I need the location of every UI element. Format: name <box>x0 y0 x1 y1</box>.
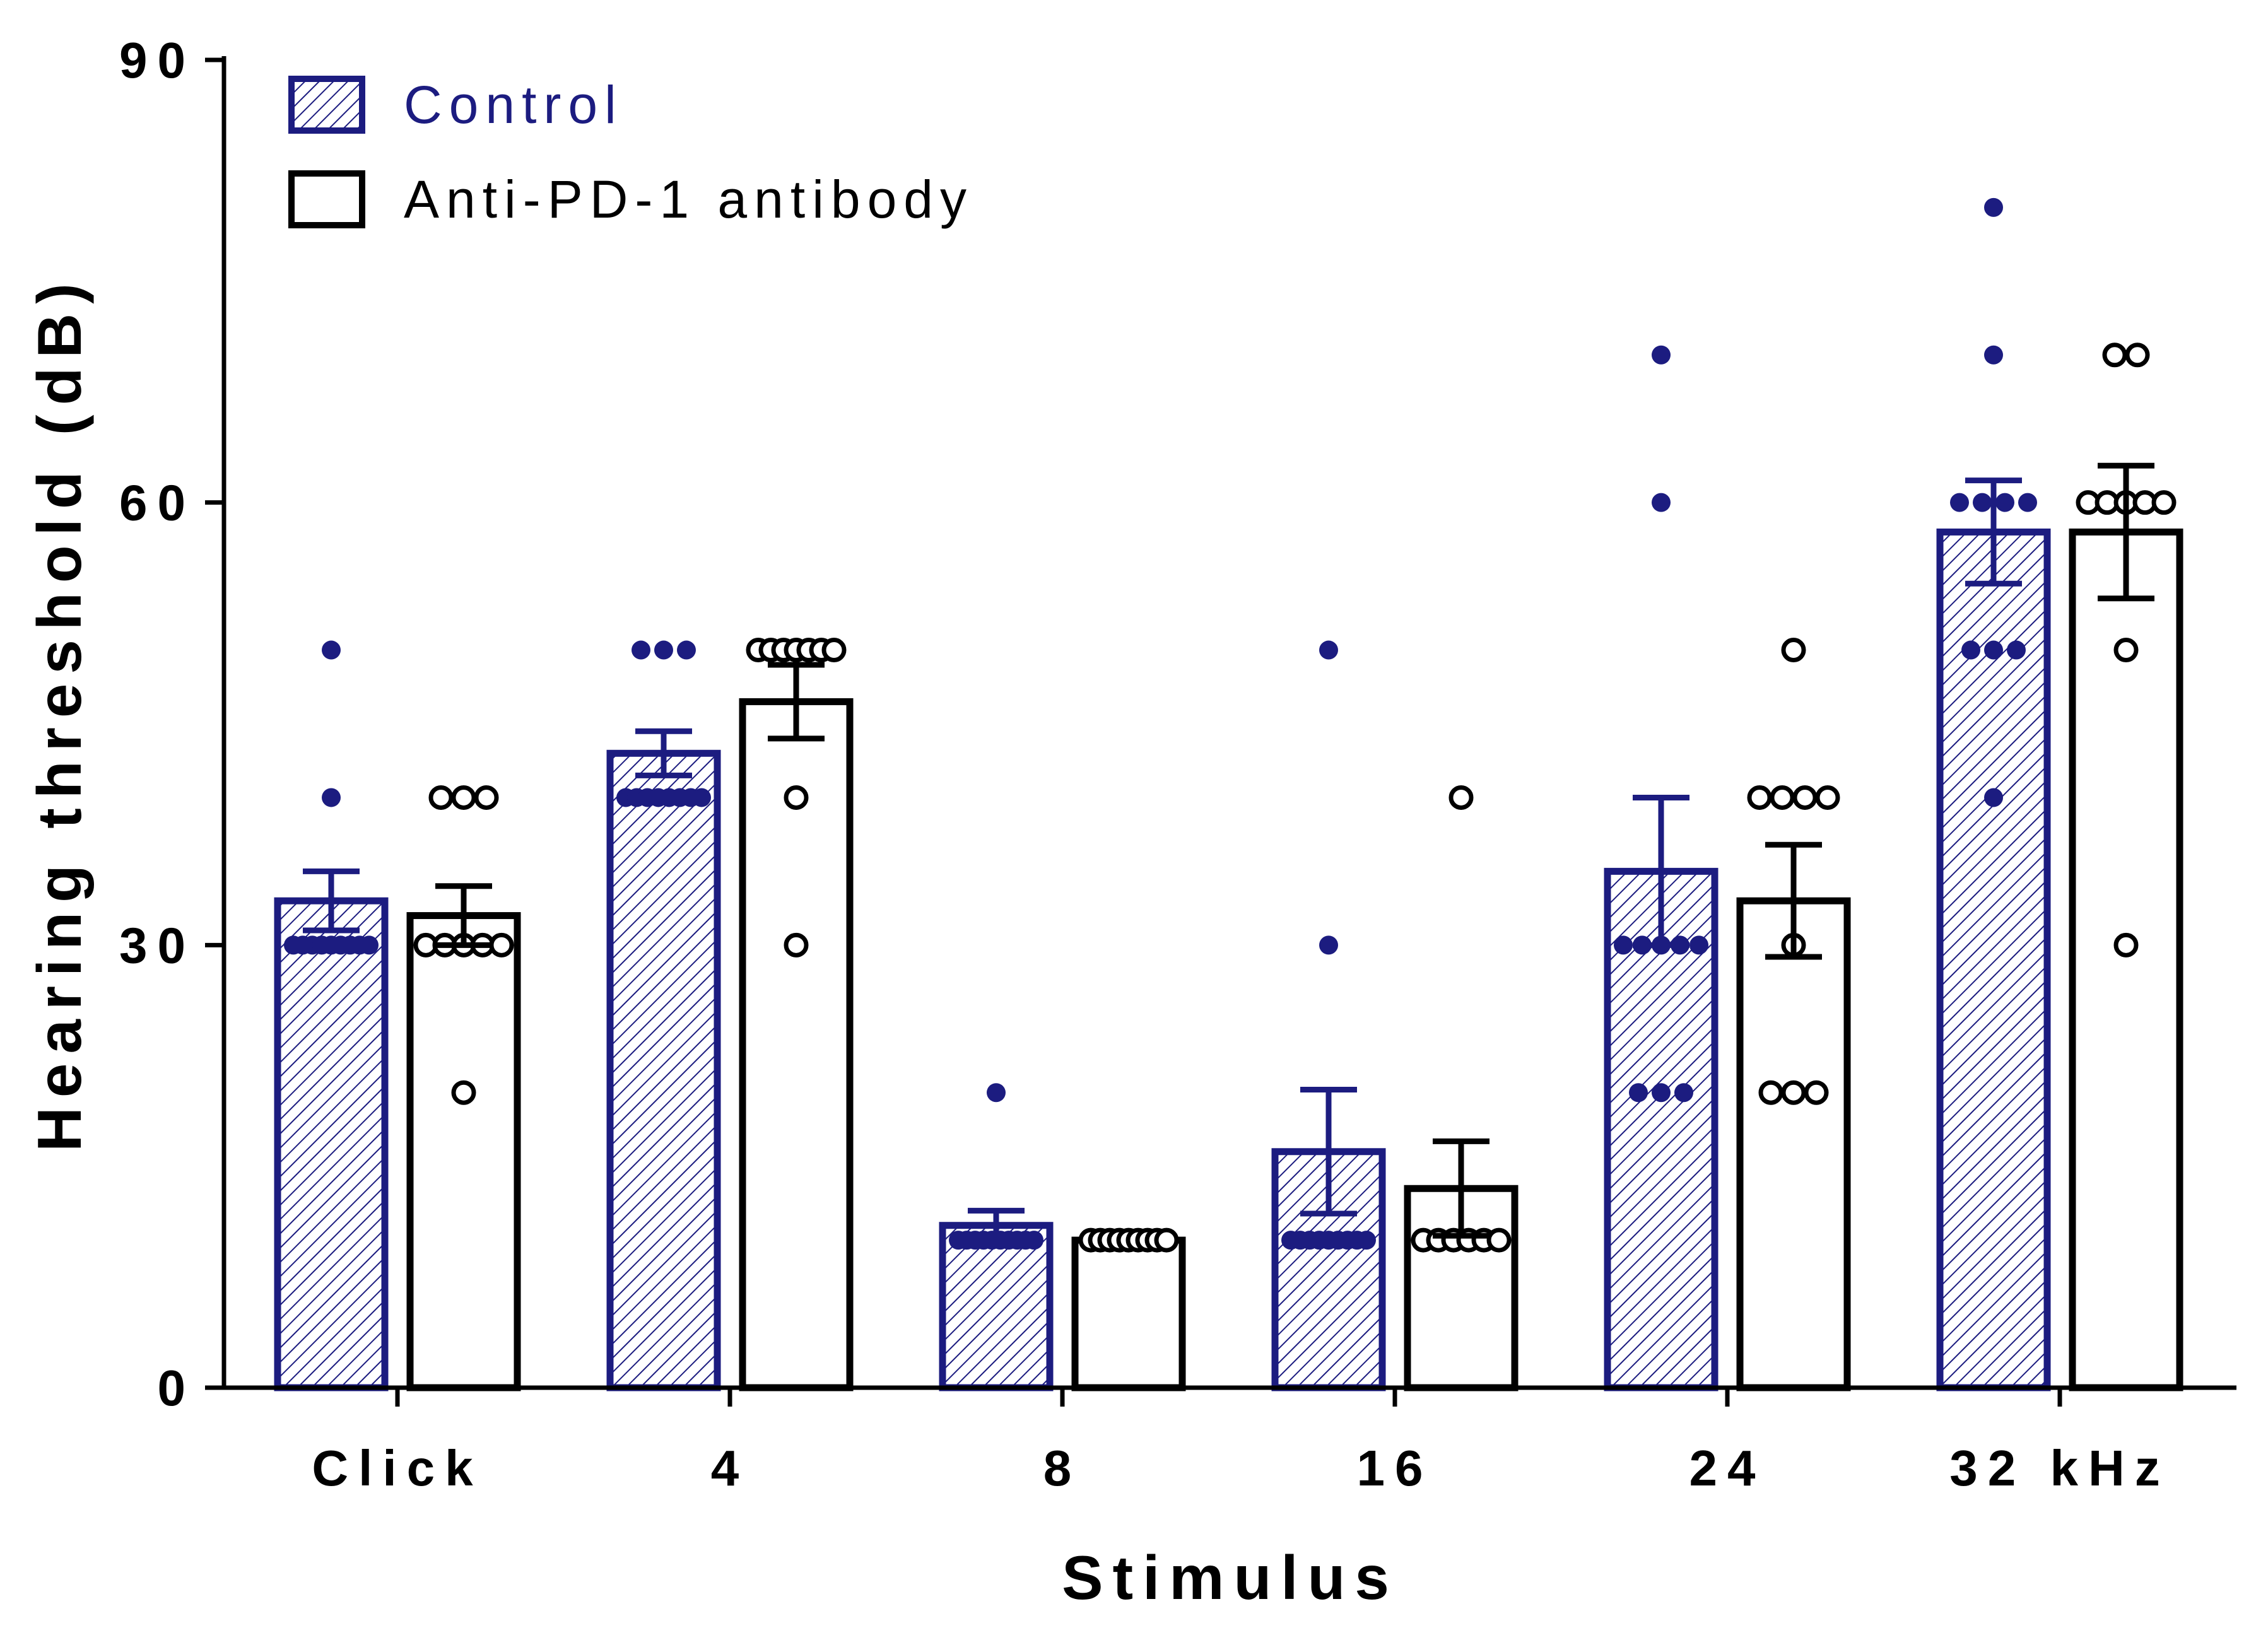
x-tick-label: 16 <box>1357 1440 1433 1496</box>
bar <box>606 749 721 1391</box>
legend-label: Control <box>404 75 623 134</box>
data-point <box>677 640 696 660</box>
data-point <box>1357 1231 1376 1250</box>
data-point <box>1961 640 1980 660</box>
data-point <box>1154 1227 1179 1253</box>
data-point <box>2102 343 2127 368</box>
data-point <box>987 1083 1006 1103</box>
data-point <box>2151 490 2177 515</box>
data-point <box>1984 788 2003 807</box>
data-point <box>489 932 514 957</box>
data-point <box>1747 785 1772 810</box>
data-point <box>2007 640 2026 660</box>
y-tick-label: 60 <box>119 475 196 531</box>
data-point <box>1995 493 2014 512</box>
x-tick-label: 32 kHz <box>1949 1440 2170 1496</box>
bar <box>1936 528 2051 1391</box>
data-point <box>1689 935 1708 955</box>
data-point <box>1781 1080 1806 1105</box>
data-point <box>1781 638 1806 663</box>
bar <box>1604 867 1719 1391</box>
data-point <box>360 935 379 955</box>
data-point <box>1652 493 1671 512</box>
data-point <box>2125 343 2150 368</box>
y-tick-label: 90 <box>119 32 196 88</box>
bar <box>274 897 389 1391</box>
y-tick-label: 30 <box>119 917 196 973</box>
data-point <box>2113 932 2139 957</box>
data-point <box>2113 638 2139 663</box>
data-point <box>322 788 341 807</box>
legend-swatch <box>288 170 365 228</box>
data-point <box>1652 1083 1671 1103</box>
y-axis-title: Hearing threshold (dB) <box>25 274 94 1152</box>
legend-label: Anti-PD-1 antibody <box>404 170 973 229</box>
data-point <box>1652 345 1671 365</box>
data-point <box>451 785 476 810</box>
x-tick-label: 24 <box>1689 1440 1766 1496</box>
data-point <box>821 638 847 663</box>
data-point <box>451 1080 476 1105</box>
data-point <box>784 932 809 957</box>
data-point <box>2018 493 2037 512</box>
data-points-layer <box>284 197 2177 1253</box>
bar <box>406 912 521 1391</box>
data-point <box>1950 493 1969 512</box>
legend-swatch <box>288 76 365 134</box>
data-point <box>1629 1083 1648 1103</box>
bar <box>739 698 854 1391</box>
data-point <box>632 640 650 660</box>
error-bars-layer <box>303 462 2154 1243</box>
data-point <box>1319 640 1338 660</box>
data-point <box>322 640 341 660</box>
data-point <box>1486 1227 1512 1253</box>
axes: Click 4 8 16 24 32 kHz 0 30 60 90 <box>119 32 2236 1496</box>
x-tick-label: 8 <box>1043 1440 1082 1496</box>
data-point <box>1984 197 2003 217</box>
bar <box>1071 1236 1186 1391</box>
bar <box>1736 897 1851 1391</box>
data-point <box>1984 640 2003 660</box>
data-point <box>692 788 711 807</box>
data-point <box>1025 1231 1043 1250</box>
data-point <box>1973 493 1992 512</box>
data-point <box>1770 785 1795 810</box>
data-point <box>1984 345 2003 365</box>
data-point <box>474 785 499 810</box>
legend: Control Anti-PD-1 antibody <box>288 75 973 229</box>
data-point <box>1448 785 1474 810</box>
data-point <box>1319 935 1338 955</box>
bars-layer <box>274 528 2183 1391</box>
bar <box>939 1222 1054 1391</box>
data-point <box>1758 1080 1783 1105</box>
y-tick-label: 0 <box>158 1360 196 1416</box>
x-tick-label: Click <box>312 1440 483 1496</box>
x-axis-title: Stimulus <box>1062 1543 1399 1612</box>
data-point <box>1792 785 1818 810</box>
data-point <box>1804 1080 1829 1105</box>
data-point <box>1674 1083 1693 1103</box>
data-point <box>428 785 454 810</box>
data-point <box>654 640 673 660</box>
data-point <box>1815 785 1840 810</box>
data-point <box>784 785 809 810</box>
data-point <box>1614 935 1633 955</box>
x-tick-label: 4 <box>711 1440 749 1496</box>
